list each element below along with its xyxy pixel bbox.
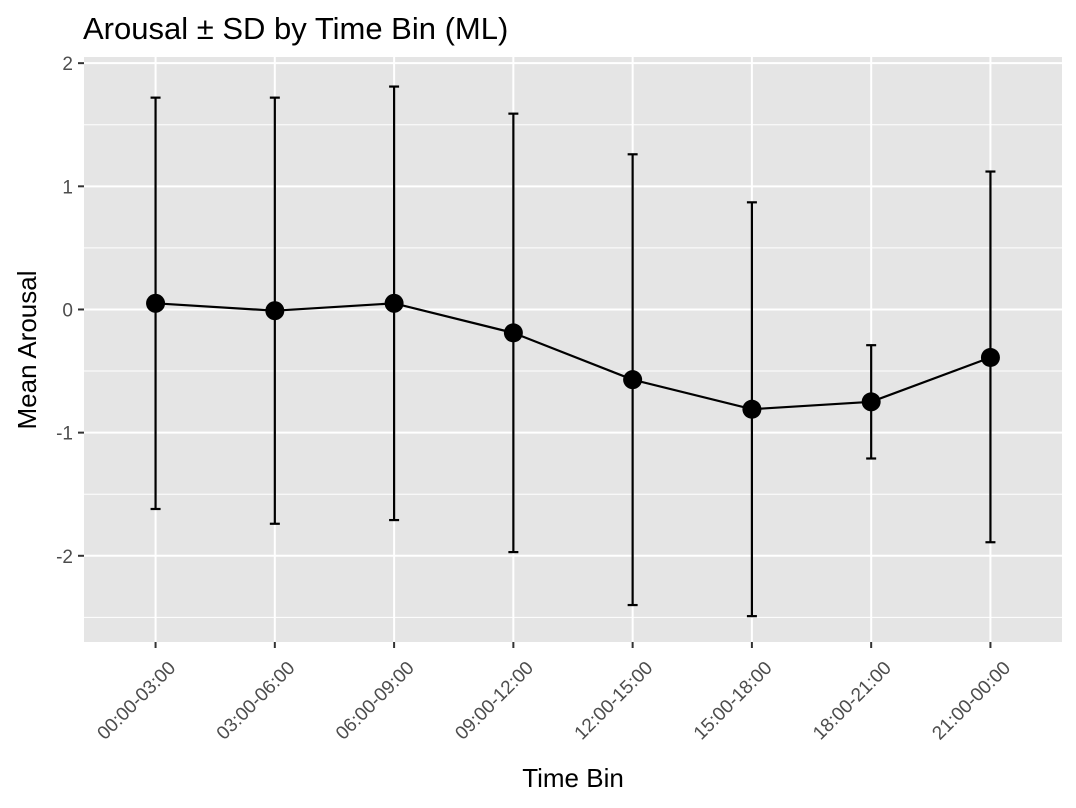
plot-panel xyxy=(84,57,1062,642)
data-point xyxy=(384,293,404,313)
data-point xyxy=(742,399,762,419)
x-tick-label: 03:00-06:00 xyxy=(213,658,300,745)
data-point xyxy=(503,323,523,343)
y-tick-label: 0 xyxy=(62,300,73,321)
y-tick-label: 1 xyxy=(62,177,73,198)
y-tick-label: -1 xyxy=(56,424,73,445)
data-point xyxy=(861,392,881,412)
data-point xyxy=(146,293,166,313)
y-tick-label: 2 xyxy=(62,54,73,75)
x-tick-label: 06:00-09:00 xyxy=(332,658,419,745)
x-axis: 00:00-03:00 03:00-06:00 06:00-09:00 09:00-1… xyxy=(94,642,1015,744)
chart-title: Arousal ± SD by Time Bin (ML) xyxy=(83,11,508,46)
series-line xyxy=(155,302,991,411)
x-tick-label: 09:00-12:00 xyxy=(451,658,538,745)
x-tick-label: 21:00-00:00 xyxy=(928,658,1015,745)
data-points xyxy=(146,293,1000,419)
x-tick-label: 18:00-21:00 xyxy=(809,658,896,745)
x-tick-label: 12:00-15:00 xyxy=(571,658,658,745)
y-axis-title: Mean Arousal xyxy=(12,271,42,430)
x-tick-label: 00:00-03:00 xyxy=(94,658,181,745)
data-point xyxy=(265,301,285,321)
x-tick-label: 15:00-18:00 xyxy=(690,658,777,745)
x-axis-title: Time Bin xyxy=(522,763,624,793)
y-tick-label: -2 xyxy=(56,547,73,568)
data-point xyxy=(623,370,643,390)
y-axis: -2 -1 0 1 2 xyxy=(56,54,84,568)
data-point xyxy=(980,348,1000,368)
grid-minor xyxy=(84,124,1062,618)
